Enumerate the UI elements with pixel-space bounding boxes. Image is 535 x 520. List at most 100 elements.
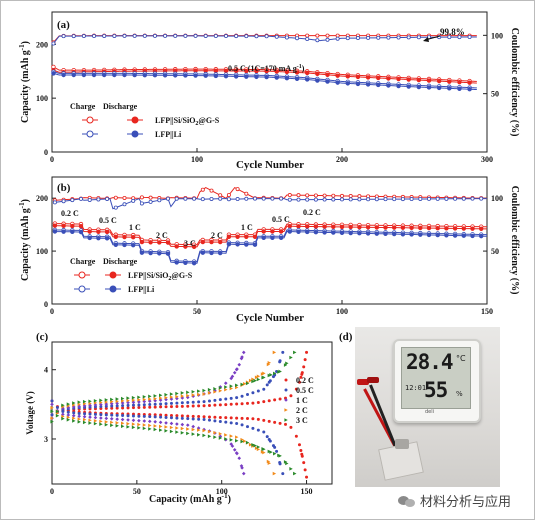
pc-series-0-charge-point-27 xyxy=(197,404,201,408)
pc-series-3-charge-point-31 xyxy=(218,388,223,393)
pb-series-3-point-39 xyxy=(392,231,397,237)
panel-c-series xyxy=(50,350,309,479)
pb-series-3-discharge xyxy=(52,229,488,266)
pc-series-3-charge-point-17 xyxy=(142,397,147,402)
pb-series-5-point-42 xyxy=(418,196,423,201)
pb-series-1-point-17 xyxy=(200,239,205,245)
pb-series-5-point-27 xyxy=(287,197,292,202)
pa-series-5-point-34 xyxy=(396,35,401,40)
pc-series-4-discharge-point-43 xyxy=(283,460,288,464)
pc-series-2-charge-point-11 xyxy=(109,401,114,406)
panel-c-x-ticks: 0 50 100 150 xyxy=(50,480,313,496)
panel-b: (b) 0 50 100 150 0 100 200 50 100 Cycle Number… xyxy=(18,176,520,324)
pc-series-3-charge-point-22 xyxy=(169,395,174,399)
pc-series-4-charge-point-29 xyxy=(207,387,212,392)
pc-series-1-discharge-tail-4 xyxy=(275,449,279,453)
pb-series-3-point-22 xyxy=(244,242,249,247)
pa-series-5-point-19 xyxy=(244,34,249,39)
pc-series-3-discharge-point-12 xyxy=(115,421,119,425)
pc-series-4-charge-tail-2 xyxy=(261,375,265,380)
pa-series-3-point-6 xyxy=(112,72,117,78)
pb-series-5-point-14 xyxy=(174,196,179,201)
pc-series-2-charge-point-15 xyxy=(131,400,136,405)
pc-series-3-discharge-point-5 xyxy=(77,417,81,421)
pb-series-3-point-17 xyxy=(200,250,205,255)
pc-series-4-discharge-point-27 xyxy=(197,432,201,437)
pc-series-1-discharge-point-13 xyxy=(121,414,125,418)
pc-series-4-discharge-point-21 xyxy=(164,428,168,433)
pa-series-5-point-3 xyxy=(81,34,86,39)
pb-series-1-point-29 xyxy=(305,224,310,229)
pc-series-0-discharge-point-34 xyxy=(235,416,239,420)
pc-series-3-charge-point-20 xyxy=(159,396,163,400)
pa-legend-charge-marker-0 xyxy=(86,116,94,124)
pc-series-0-charge-point-13 xyxy=(121,406,125,410)
panel-a-xlabel: Cycle Number xyxy=(236,159,304,171)
pb-series-4-point-29 xyxy=(305,193,310,198)
pa-series-3-point-32 xyxy=(376,82,381,88)
pc-series-1-discharge-point-39 xyxy=(262,430,266,434)
pc-series-0-charge-tail-2 xyxy=(299,375,303,379)
pc-series-4-discharge-point-3 xyxy=(66,417,71,422)
pa-series-4-point-28 xyxy=(335,33,340,38)
pa-series-1-point-38 xyxy=(436,78,442,84)
pa-series-3-point-4 xyxy=(91,72,97,78)
pa-series-3-point-36 xyxy=(416,84,422,90)
panel-b-ylabel-main: Capacity (mAh g xyxy=(20,208,31,281)
pb-series-1-point-47 xyxy=(461,226,466,231)
pc-ytick-label-0: 3 xyxy=(44,435,48,444)
pb-series-1-point-3 xyxy=(78,224,84,229)
pb-series-3-point-38 xyxy=(383,231,388,237)
pa-series-3-point-3 xyxy=(81,72,87,78)
pc-series-2-discharge-tail-2 xyxy=(232,448,237,452)
pa-series-3-point-1 xyxy=(61,72,66,78)
pb-series-3-point-19 xyxy=(217,250,223,256)
pb-series-5-point-12 xyxy=(157,198,162,203)
pc-series-1-charge-point-35 xyxy=(240,394,244,398)
pc-series-1-charge-point-24 xyxy=(180,401,184,405)
pb-series-3-point-30 xyxy=(313,229,319,235)
pc-series-4-discharge-point-44 xyxy=(289,467,293,471)
panel-a: (a) 0 100 200 300 0 100 200 50 100 Cycle Numbe… xyxy=(18,11,520,171)
pc-series-1-charge-point-11 xyxy=(110,404,114,408)
pa-series-5-point-20 xyxy=(254,34,259,39)
pb-series-3-point-20 xyxy=(226,242,232,247)
pc-series-0-discharge-tail-5 xyxy=(303,468,307,472)
pc-series-4-discharge-point-31 xyxy=(218,436,223,440)
pa-series-5-point-18 xyxy=(234,34,239,39)
pa-series-3-point-16 xyxy=(213,73,219,79)
panel-a-efficiency-callout: 99.8% xyxy=(440,27,465,37)
pa-xtick-label-3: 300 xyxy=(481,155,493,164)
pc-series-0-charge-point-24 xyxy=(180,404,184,408)
pc-series-0-discharge-point-22 xyxy=(169,413,173,417)
pb-series-1-point-41 xyxy=(409,225,414,231)
panel-b-xlabel: Cycle Number xyxy=(236,312,304,324)
pa-series-3-discharge xyxy=(51,71,477,92)
pa-series-5-point-10 xyxy=(152,33,157,38)
pb-series-1-point-19 xyxy=(217,239,223,245)
pb-series-5-point-2 xyxy=(70,198,75,203)
pc-series-3-discharge-point-20 xyxy=(159,424,163,429)
pb-series-1-point-23 xyxy=(252,234,258,239)
pa-series-1-point-16 xyxy=(213,68,219,74)
pc-series-1-charge-point-10 xyxy=(104,404,108,408)
pb-series-3-point-11 xyxy=(148,250,153,256)
temperature-unit: °C xyxy=(456,354,466,363)
pa-series-1-point-39 xyxy=(447,79,452,84)
pb-series-1-point-21 xyxy=(235,234,240,239)
pc-series-4-discharge-point-22 xyxy=(169,429,174,434)
pa-series-3-point-37 xyxy=(426,85,432,90)
pa-series-1-point-40 xyxy=(457,79,462,85)
pb-series-3-point-18 xyxy=(209,250,214,256)
pb-series-1-point-11 xyxy=(148,240,153,245)
pc-series-0-charge-point-37 xyxy=(251,401,255,405)
pc-series-4-charge-point-38 xyxy=(256,377,261,382)
pc-series-1-discharge-point-31 xyxy=(218,419,222,423)
pb-series-5-point-9 xyxy=(131,198,136,203)
pc-series-4-discharge-point-26 xyxy=(191,432,195,436)
pc-series-3-discharge-point-16 xyxy=(137,422,141,427)
pc-series-4-discharge-point-25 xyxy=(186,431,190,436)
pc-series-2-discharge-point-14 xyxy=(126,418,130,422)
pb-series-3-point-45 xyxy=(444,233,449,238)
pc-series-4-discharge-point-4 xyxy=(72,419,76,423)
